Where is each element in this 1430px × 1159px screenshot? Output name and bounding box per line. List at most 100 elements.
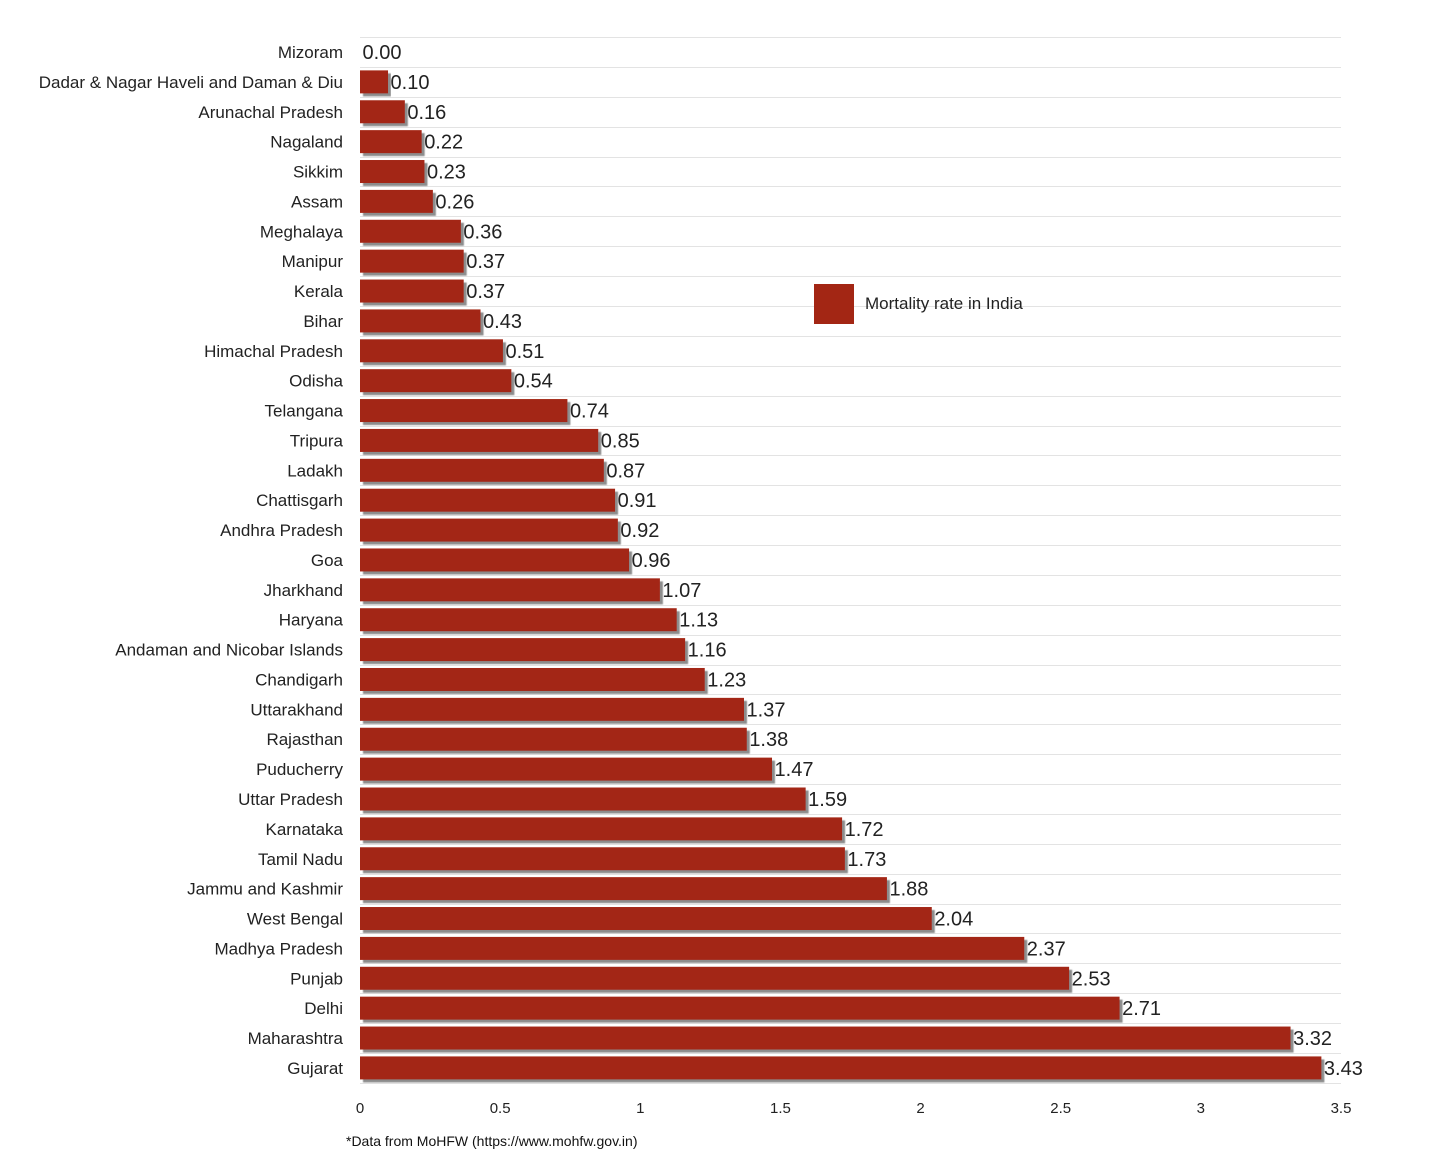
value-label: 1.23 [707,669,746,691]
bar [360,70,389,94]
bar [360,369,512,393]
bar [360,638,686,662]
bar [360,249,464,273]
bar [360,578,660,602]
value-label: 1.73 [847,849,886,871]
grid-lines [360,37,1341,1084]
category-label: Gujarat [287,1059,343,1078]
value-label: 1.13 [679,610,718,632]
category-label: Haryana [279,611,344,630]
bar [360,279,464,303]
category-label: Himachal Pradesh [204,342,343,361]
value-label: 0.92 [620,520,659,542]
category-label: Dadar & Nagar Haveli and Daman & Diu [39,73,343,92]
value-label: 0.74 [570,401,609,423]
value-label: 1.16 [688,640,727,662]
bar [360,399,568,423]
bar [360,130,422,154]
value-label: 0.36 [463,221,502,243]
bar [360,877,887,901]
bar [360,727,747,751]
bar [360,787,806,811]
category-label: Delhi [304,999,343,1018]
category-label: Sikkim [293,163,343,182]
legend-swatch [814,284,854,324]
value-label: 0.87 [606,460,645,482]
bar [360,339,503,363]
value-label: 2.04 [934,909,973,931]
value-label: 1.07 [662,580,701,602]
category-label: Maharashtra [248,1029,344,1048]
bar [360,907,932,931]
value-label: 0.43 [483,311,522,333]
value-label: 0.22 [424,132,463,154]
category-label: Karnataka [266,820,344,839]
category-label: Manipur [282,252,344,271]
bar [360,488,616,512]
bar [360,1056,1322,1080]
bar [360,966,1070,990]
bar [360,518,618,542]
x-tick-label: 2 [916,1100,924,1117]
category-label: Ladakh [287,461,343,480]
value-label: 2.71 [1122,998,1161,1020]
category-label: Telangana [265,402,344,421]
bar [360,189,433,213]
category-label: Chattisgarh [256,491,343,510]
bar [360,667,705,691]
bar [360,817,843,841]
value-label: 0.37 [466,251,505,273]
x-tick-label: 0.5 [490,1100,511,1117]
x-tick-label: 0 [356,1100,364,1117]
bar [360,548,630,572]
bar [360,100,405,124]
bar [360,219,461,243]
category-label: Nagaland [270,133,343,152]
bar [360,847,845,871]
category-label: Odisha [289,372,343,391]
x-tick-label: 2.5 [1050,1100,1071,1117]
category-label: Uttar Pradesh [238,790,343,809]
category-label: Arunachal Pradesh [198,103,343,122]
value-label: 2.53 [1072,968,1111,990]
value-label: 0.16 [407,102,446,124]
value-label: 0.85 [601,430,640,452]
category-label: Tripura [290,431,344,450]
category-label: Kerala [294,282,344,301]
category-label: Chandigarh [255,670,343,689]
value-label: 1.59 [808,789,847,811]
bar [360,309,481,333]
value-label: 0.37 [466,281,505,303]
category-label: Assam [291,192,343,211]
bar [360,428,599,452]
category-label: Jammu and Kashmir [187,880,343,899]
value-label: 1.37 [747,699,786,721]
value-label: 0.91 [618,490,657,512]
value-label: 0.00 [363,42,402,64]
footnote: *Data from MoHFW (https://www.mohfw.gov.… [346,1133,638,1149]
value-label: 3.32 [1293,1028,1332,1050]
category-label: Madhya Pradesh [214,939,343,958]
category-label: Tamil Nadu [258,850,343,869]
bar [360,996,1120,1020]
value-label: 0.96 [632,550,671,572]
category-label: Bihar [303,312,343,331]
category-label: Uttarakhand [250,700,343,719]
bar [360,458,604,482]
category-label: West Bengal [247,910,343,929]
category-label: Puducherry [256,760,343,779]
category-label: Punjab [290,969,343,988]
category-label: Andhra Pradesh [220,521,343,540]
value-label: 1.88 [889,879,928,901]
value-label: 0.26 [435,191,474,213]
value-label: 1.38 [749,729,788,751]
x-tick-label: 1.5 [770,1100,791,1117]
category-label: Rajasthan [266,730,343,749]
bar [360,936,1025,960]
bar [360,697,744,721]
category-label: Andaman and Nicobar Islands [115,641,343,660]
value-label: 0.10 [391,72,430,94]
bar [360,757,773,781]
